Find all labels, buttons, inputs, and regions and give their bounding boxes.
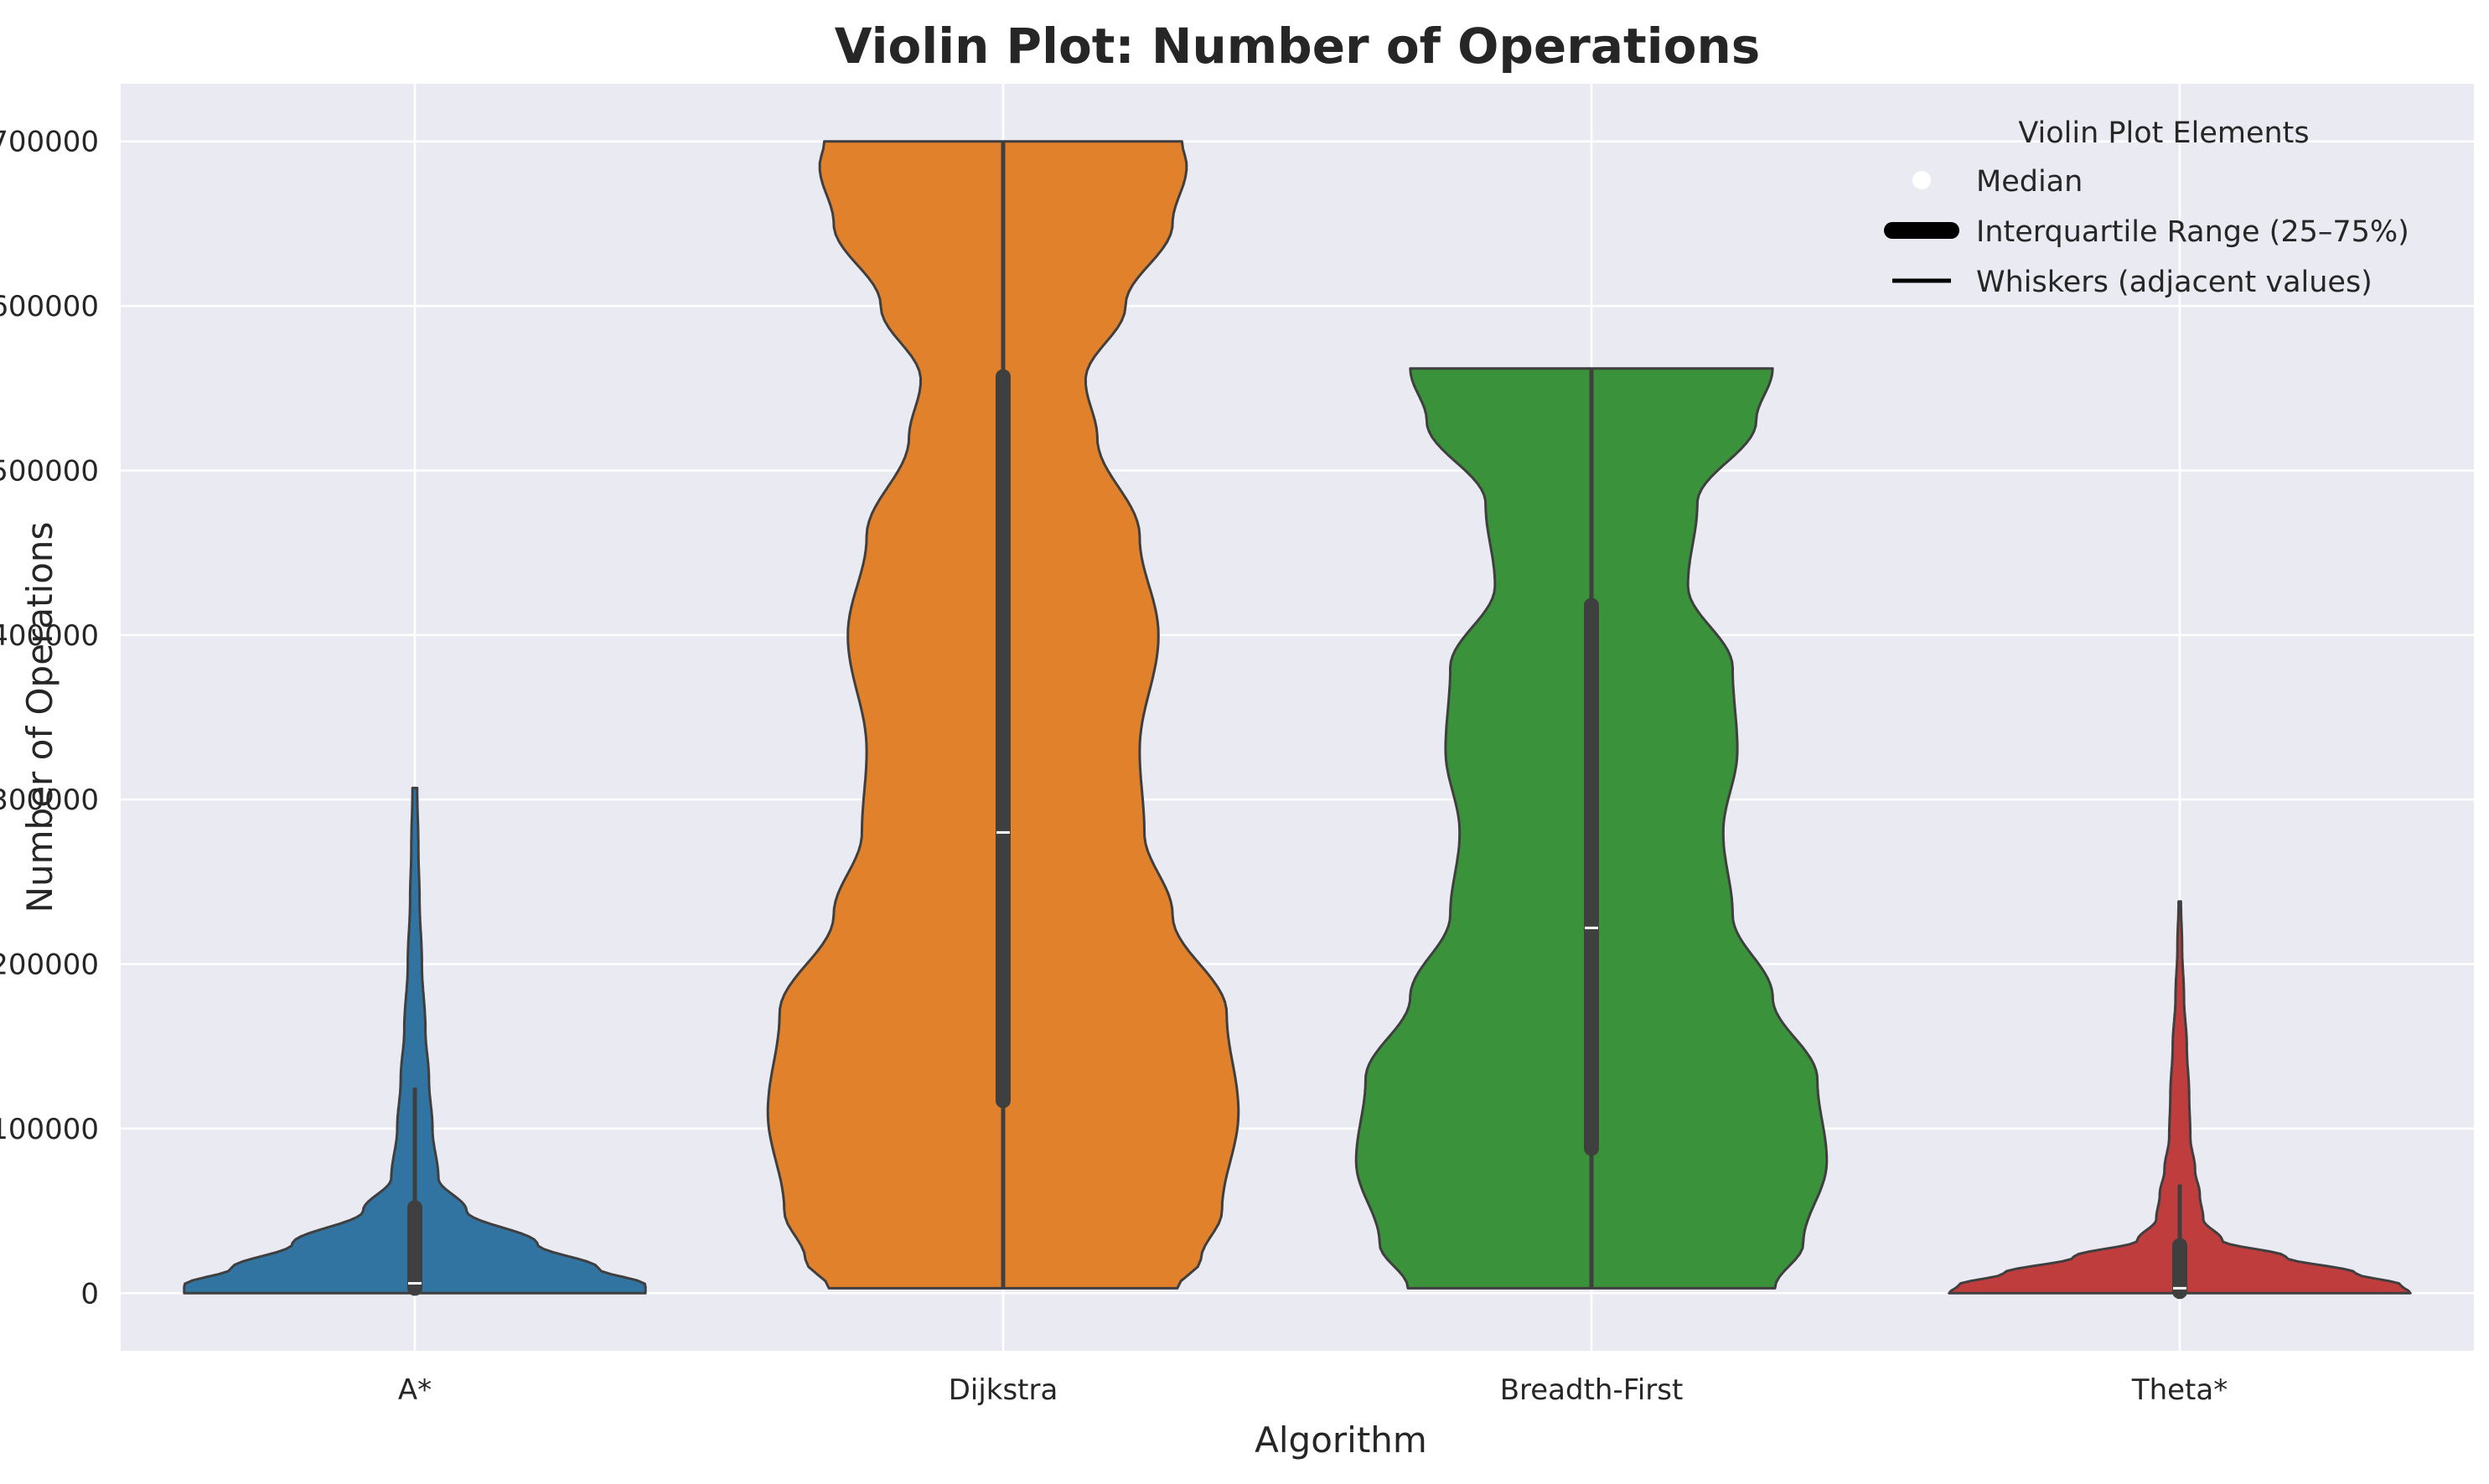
y-tick-label: 200000 [0,949,99,982]
violin-body-theta [1948,900,2412,1295]
x-tick-label: Theta* [2131,1373,2228,1407]
y-axis-ticks: 0 100000 200000 300000 400000 500000 600000 700… [0,126,99,1311]
y-tick-label: 500000 [0,454,99,488]
y-tick-label: 700000 [0,126,99,159]
x-axis-ticks: A* Dijkstra Breadth-First Theta* [398,1373,2228,1407]
legend-label-median: Median [1976,165,2083,199]
y-tick-label: 400000 [0,619,99,653]
x-tick-label: Breadth-First [1500,1373,1684,1407]
y-axis-label: Number of Operations [19,522,60,913]
x-tick-label: A* [398,1373,432,1407]
y-tick-label: 600000 [0,290,99,323]
plot-area [121,84,2474,1351]
legend-label-whiskers: Whiskers (adjacent values) [1976,266,2373,299]
x-tick-label: Dijkstra [949,1373,1058,1407]
legend: Violin Plot Elements Median Interquartil… [1884,116,2409,299]
y-tick-label: 0 [80,1277,99,1311]
violin-body-a [183,786,647,1295]
y-tick-label: 100000 [0,1113,99,1146]
legend-title: Violin Plot Elements [2018,116,2309,150]
median-dot-icon [1912,171,1931,189]
chart-title: Violin Plot: Number of Operations [835,18,1761,75]
violins [183,140,2412,1300]
y-tick-label: 300000 [0,783,99,817]
x-axis-label: Algorithm [1255,1419,1427,1461]
legend-label-iqr: Interquartile Range (25–75%) [1976,215,2409,249]
